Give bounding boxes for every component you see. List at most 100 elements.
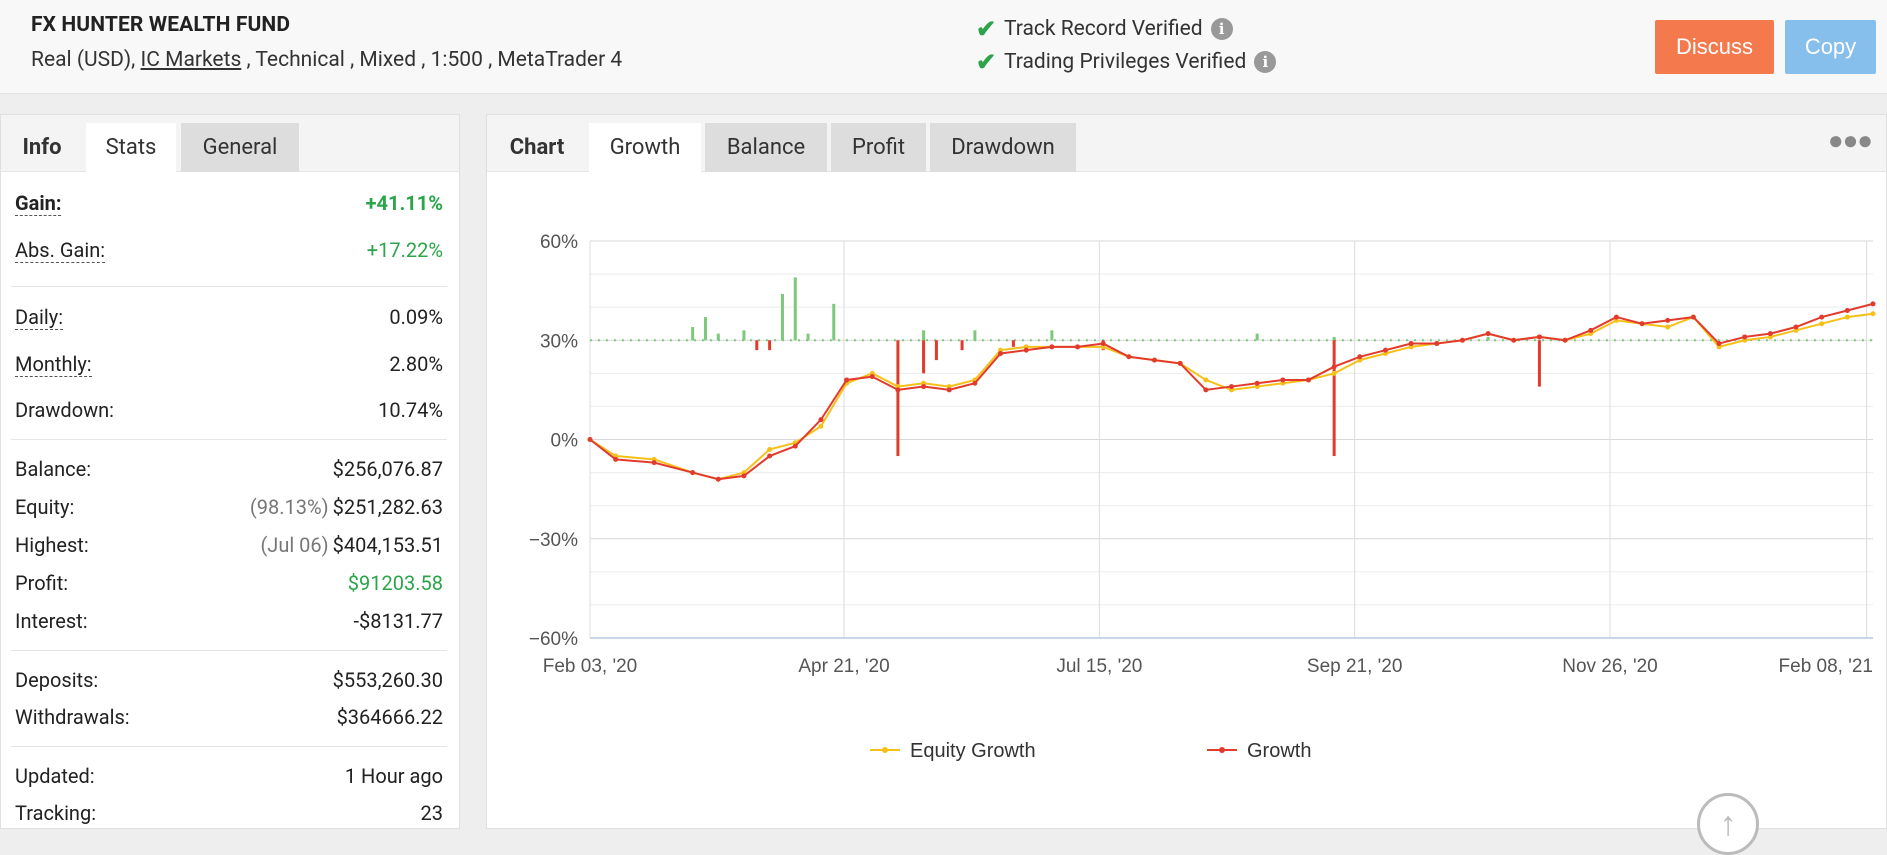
growth-point	[613, 456, 619, 462]
growth-point	[1485, 331, 1491, 337]
growth-point	[651, 460, 657, 466]
bar-up	[742, 330, 746, 341]
bar-down	[1332, 340, 1336, 457]
equity-growth-point	[818, 423, 824, 429]
growth-point	[1357, 354, 1363, 360]
stat-withdrawals: Withdrawals: $364666.22	[15, 702, 443, 732]
growth-point	[1536, 334, 1542, 340]
daily-bars	[691, 277, 1541, 457]
tab-growth[interactable]: Growth	[589, 123, 701, 172]
tab-balance[interactable]: Balance	[705, 123, 827, 172]
bar-up	[703, 317, 707, 341]
stat-label[interactable]: Monthly:	[15, 351, 92, 377]
bar-down	[922, 340, 926, 374]
growth-point	[869, 374, 875, 380]
stat-equity: Equity: (98.13%) $251,282.63	[15, 492, 443, 522]
growth-point	[1229, 384, 1234, 390]
stat-label[interactable]: Gain:	[15, 190, 62, 216]
growth-point	[1408, 341, 1414, 347]
equity-amount: $251,282.63	[332, 495, 443, 519]
equity-growth-point	[1331, 370, 1337, 376]
track-record-verified: ✔ Track Record Verified i	[976, 15, 1233, 43]
x-tick-label: Apr 21, '20	[798, 656, 889, 677]
tab-stats[interactable]: Stats	[86, 123, 176, 172]
tab-general[interactable]: General	[181, 123, 299, 172]
chart-panel: Chart Growth Balance Profit Drawdown ●●●…	[486, 114, 1887, 855]
bar-down	[960, 340, 964, 351]
growth-point	[1305, 377, 1311, 383]
copy-button[interactable]: Copy	[1785, 20, 1876, 74]
stat-abs-gain: Abs. Gain: +17.22%	[15, 235, 443, 265]
more-options-icon[interactable]: ●●●	[1827, 126, 1873, 156]
divider	[11, 439, 447, 440]
growth-point	[1690, 314, 1696, 320]
growth-point	[1793, 324, 1799, 330]
bar-up	[793, 277, 797, 341]
stats-panel: Info Stats General Gain: +41.11% Abs. Ga…	[0, 114, 460, 829]
growth-point	[1254, 380, 1260, 386]
stat-highest: Highest: (Jul 06) $404,153.51	[15, 530, 443, 560]
growth-point	[1588, 327, 1594, 333]
y-axis-labels: 60% 30% 0% −30% −60%	[529, 232, 578, 650]
stat-label[interactable]: Abs. Gain:	[15, 237, 106, 263]
growth-point	[792, 443, 798, 449]
stat-value: +41.11%	[365, 191, 443, 215]
scroll-top-icon[interactable]: ↑	[1697, 793, 1759, 855]
y-tick-label: 60%	[540, 232, 578, 253]
fund-title: FX HUNTER WEALTH FUND	[31, 13, 291, 37]
chart-legend: Equity Growth Growth	[870, 740, 1311, 762]
y-tick-label: 30%	[540, 331, 578, 352]
bar-up	[806, 333, 810, 341]
stat-value: 2.80%	[389, 352, 443, 376]
tab-drawdown[interactable]: Drawdown	[930, 123, 1076, 172]
highest-amount: $404,153.51	[332, 533, 443, 557]
growth-point	[1819, 314, 1825, 320]
growth-point	[1665, 317, 1671, 323]
stat-label: Interest:	[15, 609, 88, 633]
bar-up	[716, 333, 720, 341]
bar-down	[755, 340, 759, 351]
account-header: FX HUNTER WEALTH FUND Real (USD), IC Mar…	[0, 0, 1887, 94]
growth-point	[1434, 341, 1440, 347]
chart-tabs: Chart Growth Balance Profit Drawdown ●●●	[487, 115, 1886, 172]
stat-label[interactable]: Daily:	[15, 304, 64, 330]
stat-drawdown: Drawdown: 10.74%	[15, 395, 443, 425]
growth-point	[818, 417, 824, 423]
stat-tracking: Tracking: 23	[15, 798, 443, 828]
checkmark-icon: ✔	[976, 15, 997, 43]
growth-point	[1177, 360, 1183, 366]
equity-growth-point	[1870, 311, 1876, 317]
info-icon[interactable]: i	[1210, 18, 1233, 40]
stat-updated: Updated: 1 Hour ago	[15, 761, 443, 791]
y-tick-label: −60%	[529, 629, 578, 650]
growth-point	[1767, 331, 1773, 337]
stats-tabs: Info Stats General	[1, 115, 459, 172]
discuss-button[interactable]: Discuss	[1655, 20, 1774, 74]
bar-up	[691, 327, 695, 341]
info-icon[interactable]: i	[1254, 51, 1277, 73]
broker-link[interactable]: IC Markets	[140, 48, 242, 72]
x-tick-label: Jul 15, '20	[1056, 656, 1142, 677]
growth-point	[1511, 337, 1517, 343]
bar-up	[832, 303, 836, 341]
bar-down	[1011, 340, 1015, 347]
bar-down	[896, 340, 900, 457]
account-details: , Technical , Mixed , 1:500 , MetaTrader…	[241, 48, 623, 72]
x-tick-label: Feb 08, '21	[1779, 656, 1873, 677]
stat-value: $364666.22	[336, 705, 443, 729]
stat-value: +17.22%	[366, 238, 443, 262]
growth-point	[1742, 334, 1748, 340]
tab-info[interactable]: Info	[22, 135, 62, 160]
stat-label: Balance:	[15, 457, 92, 481]
fund-subtitle: Real (USD), IC Markets , Technical , Mix…	[31, 48, 622, 72]
growth-point	[1716, 341, 1722, 347]
growth-point	[1023, 347, 1029, 353]
bar-up	[1332, 336, 1336, 341]
growth-point	[1459, 337, 1465, 343]
tab-profit[interactable]: Profit	[831, 123, 926, 172]
tab-chart[interactable]: Chart	[509, 135, 565, 160]
stat-value: $553,260.30	[332, 668, 443, 692]
growth-point	[1844, 307, 1850, 313]
stat-label: Tracking:	[15, 801, 97, 825]
growth-point	[1203, 387, 1209, 393]
